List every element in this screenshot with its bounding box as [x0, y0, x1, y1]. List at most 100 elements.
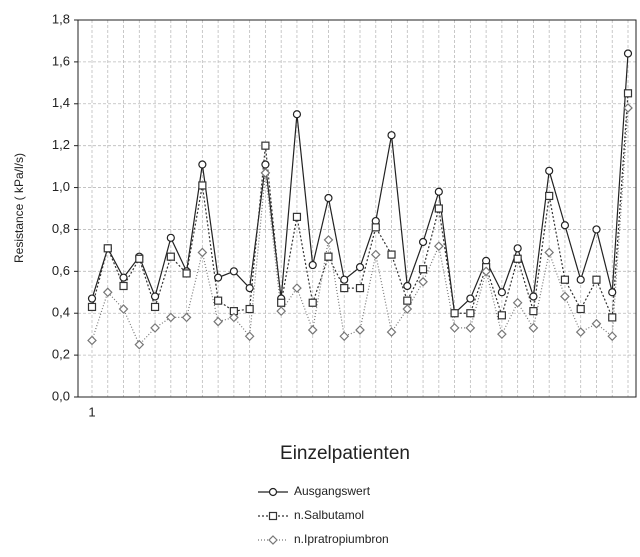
- y-tick-label: 1,8: [52, 11, 70, 26]
- point: [497, 329, 507, 340]
- plot-frame: [77, 19, 637, 398]
- point: [529, 292, 538, 301]
- point: [529, 307, 538, 316]
- point: [166, 233, 175, 242]
- point: [433, 241, 444, 252]
- point: [87, 302, 97, 312]
- point: [450, 309, 459, 318]
- point: [324, 252, 333, 261]
- point: [497, 311, 506, 320]
- point: [87, 294, 97, 303]
- point: [513, 244, 522, 253]
- legend-label: n.Salbutamol: [294, 508, 364, 522]
- point: [134, 339, 145, 350]
- point: [402, 304, 413, 314]
- point: [292, 212, 302, 221]
- point: [560, 291, 570, 302]
- point: [150, 302, 160, 312]
- point: [198, 181, 207, 190]
- point: [434, 187, 443, 196]
- point: [197, 247, 208, 258]
- point: [244, 331, 255, 342]
- point: [119, 273, 128, 282]
- point: [308, 298, 317, 307]
- y-tick-label: 0,8: [52, 221, 70, 236]
- point: [371, 223, 380, 232]
- point: [307, 325, 318, 335]
- point: [576, 304, 585, 314]
- point: [387, 250, 396, 259]
- point: [135, 254, 144, 263]
- point: [261, 141, 270, 150]
- point: [466, 309, 475, 318]
- point: [308, 260, 317, 270]
- y-tick-label: 1,6: [52, 53, 70, 68]
- y-tick-label: 0,6: [52, 263, 70, 278]
- y-tick-label: 0,2: [52, 347, 70, 362]
- point: [387, 131, 396, 140]
- point: [198, 160, 207, 169]
- point: [165, 312, 176, 323]
- point: [214, 296, 223, 305]
- point: [560, 221, 570, 230]
- x-axis-label: Einzelpatienten: [280, 443, 410, 464]
- point: [403, 281, 412, 291]
- point: [512, 297, 523, 308]
- point: [386, 327, 397, 337]
- point: [166, 252, 175, 261]
- point: [324, 193, 333, 203]
- point: [608, 288, 617, 297]
- legend-marker: [268, 535, 278, 545]
- point: [340, 283, 349, 293]
- point: [261, 160, 270, 169]
- point: [118, 304, 129, 314]
- point: [449, 323, 460, 333]
- point: [292, 110, 302, 119]
- y-tick-label: 1,0: [52, 179, 70, 194]
- point: [576, 275, 585, 284]
- point: [575, 327, 586, 337]
- point: [528, 323, 539, 333]
- y-tick-label: 0,0: [52, 388, 70, 403]
- legend-label: n.Ipratropiumbron: [294, 532, 389, 546]
- point: [560, 275, 570, 284]
- point: [591, 318, 602, 329]
- point: [434, 204, 443, 213]
- point: [403, 296, 412, 305]
- legend-label: Ausgangswert: [294, 484, 371, 498]
- point: [245, 283, 254, 293]
- point: [623, 49, 633, 58]
- point: [497, 288, 506, 297]
- point: [276, 306, 287, 316]
- point: [245, 304, 254, 314]
- x-tick-label: 1: [88, 404, 95, 419]
- y-tick-label: 0,4: [52, 305, 70, 320]
- point: [623, 103, 633, 113]
- point: [545, 166, 554, 175]
- point: [102, 287, 113, 298]
- y-tick-label: 1,2: [52, 137, 70, 152]
- point: [339, 331, 350, 342]
- point: [150, 323, 160, 333]
- point: [150, 292, 160, 301]
- legend-marker: [268, 511, 278, 521]
- point: [87, 335, 97, 346]
- y-tick-label: 1,4: [52, 95, 70, 110]
- point: [545, 191, 554, 201]
- point: [119, 281, 128, 291]
- point: [355, 283, 365, 293]
- point: [513, 254, 522, 263]
- point: [260, 168, 271, 178]
- point: [544, 247, 555, 258]
- y-axis-label: Resistance ( kPa/l/s): [12, 153, 26, 263]
- point: [592, 275, 601, 284]
- point: [355, 263, 365, 272]
- point: [370, 249, 381, 260]
- point: [623, 89, 633, 98]
- point: [323, 235, 334, 245]
- legend-marker: [268, 487, 278, 497]
- point: [181, 312, 192, 323]
- point: [229, 267, 238, 276]
- point: [340, 275, 349, 284]
